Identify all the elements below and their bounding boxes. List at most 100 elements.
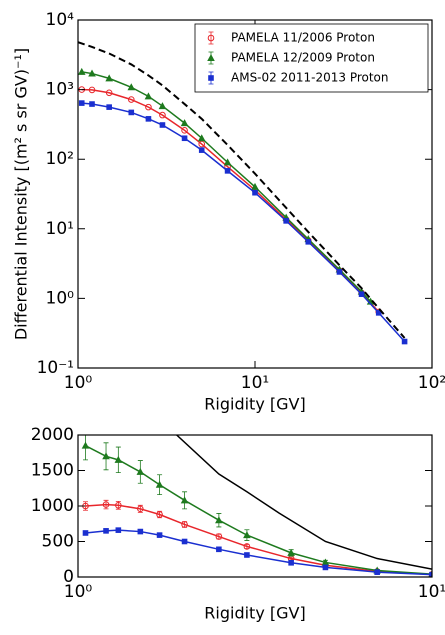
x-tick-label: 10¹	[418, 582, 445, 602]
series-line	[81, 71, 372, 303]
plot-area	[78, 41, 408, 345]
x-axis-label: Rigidity [GV]	[204, 604, 305, 623]
marker	[89, 101, 95, 107]
marker	[102, 501, 110, 508]
marker	[103, 528, 109, 534]
y-tick-label: 500	[42, 532, 74, 552]
y-tick-label: 10⁰	[46, 288, 75, 308]
marker	[145, 103, 152, 111]
y-tick-label: 10¹	[46, 219, 74, 239]
marker	[401, 338, 408, 345]
x-tick-label: 10²	[418, 373, 445, 393]
marker	[244, 552, 250, 558]
marker	[115, 527, 122, 533]
marker	[115, 501, 122, 509]
marker	[127, 83, 136, 91]
y-tick-label: 1000	[31, 496, 74, 516]
series-line	[176, 435, 432, 570]
marker	[215, 516, 223, 524]
y-tick-label: 2000	[31, 425, 74, 445]
y-tick-label: 10³	[46, 80, 74, 100]
marker	[197, 134, 206, 142]
y-tick-label: 1500	[31, 461, 74, 481]
marker	[243, 543, 251, 550]
marker	[224, 168, 231, 174]
legend-label: PAMELA 12/2009 Proton	[231, 51, 375, 65]
legend-label: PAMELA 11/2006 Proton	[231, 31, 375, 45]
marker	[429, 571, 432, 577]
marker	[243, 531, 251, 539]
marker	[374, 569, 380, 575]
x-tick-label: 10¹	[241, 373, 269, 393]
marker	[321, 558, 330, 566]
marker	[106, 104, 112, 110]
marker	[181, 127, 188, 134]
legend-label: AMS-02 2011-2013 Proton	[231, 71, 389, 85]
y-tick-label: 10²	[46, 149, 74, 169]
marker	[181, 135, 188, 142]
marker	[198, 147, 205, 153]
marker	[358, 291, 365, 297]
plot-area	[81, 435, 432, 577]
marker	[375, 310, 382, 316]
legend-marker	[207, 34, 215, 42]
marker	[137, 528, 144, 535]
series-line	[81, 102, 406, 343]
marker	[127, 96, 135, 103]
legend-marker	[208, 75, 214, 81]
marker	[137, 505, 144, 513]
marker	[144, 92, 153, 100]
y-tick-label: 10⁻¹	[37, 358, 74, 378]
marker	[159, 122, 166, 128]
series-line	[85, 503, 432, 576]
marker	[181, 521, 188, 528]
marker	[105, 89, 113, 97]
series-line	[85, 529, 432, 576]
marker	[78, 67, 86, 75]
marker	[88, 69, 96, 77]
marker	[78, 100, 85, 106]
marker	[336, 269, 343, 275]
marker	[322, 564, 329, 571]
x-tick-label: 10⁰	[64, 373, 93, 393]
marker	[305, 239, 312, 245]
y-tick-label: 10⁴	[46, 10, 75, 30]
marker	[156, 532, 163, 538]
legend-marker	[207, 54, 215, 61]
marker	[287, 548, 295, 556]
marker	[158, 102, 167, 110]
marker	[283, 218, 289, 224]
marker	[156, 511, 163, 518]
marker	[159, 111, 166, 119]
marker	[102, 452, 110, 460]
y-axis-label: Differential Intensity [(m² s sr GV)⁻¹]	[12, 48, 31, 340]
marker	[128, 109, 135, 116]
marker	[288, 560, 294, 566]
marker	[136, 467, 145, 475]
marker	[198, 140, 206, 148]
series-line	[78, 41, 406, 339]
marker	[155, 480, 164, 488]
legend: PAMELA 11/2006 Proton PAMELA 12/2009 Prot…	[194, 23, 429, 93]
marker	[82, 530, 89, 536]
marker	[114, 455, 123, 463]
marker	[88, 86, 96, 94]
marker	[252, 189, 258, 196]
marker	[215, 533, 223, 540]
marker	[105, 74, 113, 82]
legend-box	[194, 23, 429, 93]
marker	[251, 182, 259, 190]
marker	[180, 119, 189, 127]
x-tick-label: 10⁰	[64, 582, 93, 602]
series-line	[81, 88, 380, 313]
marker	[180, 496, 189, 504]
marker	[181, 538, 188, 545]
marker	[216, 546, 222, 553]
y-tick-label: 0	[63, 567, 74, 587]
marker	[145, 116, 152, 122]
x-axis-label: Rigidity [GV]	[204, 395, 305, 414]
marker	[223, 158, 232, 166]
legend-errorbar	[208, 31, 214, 45]
